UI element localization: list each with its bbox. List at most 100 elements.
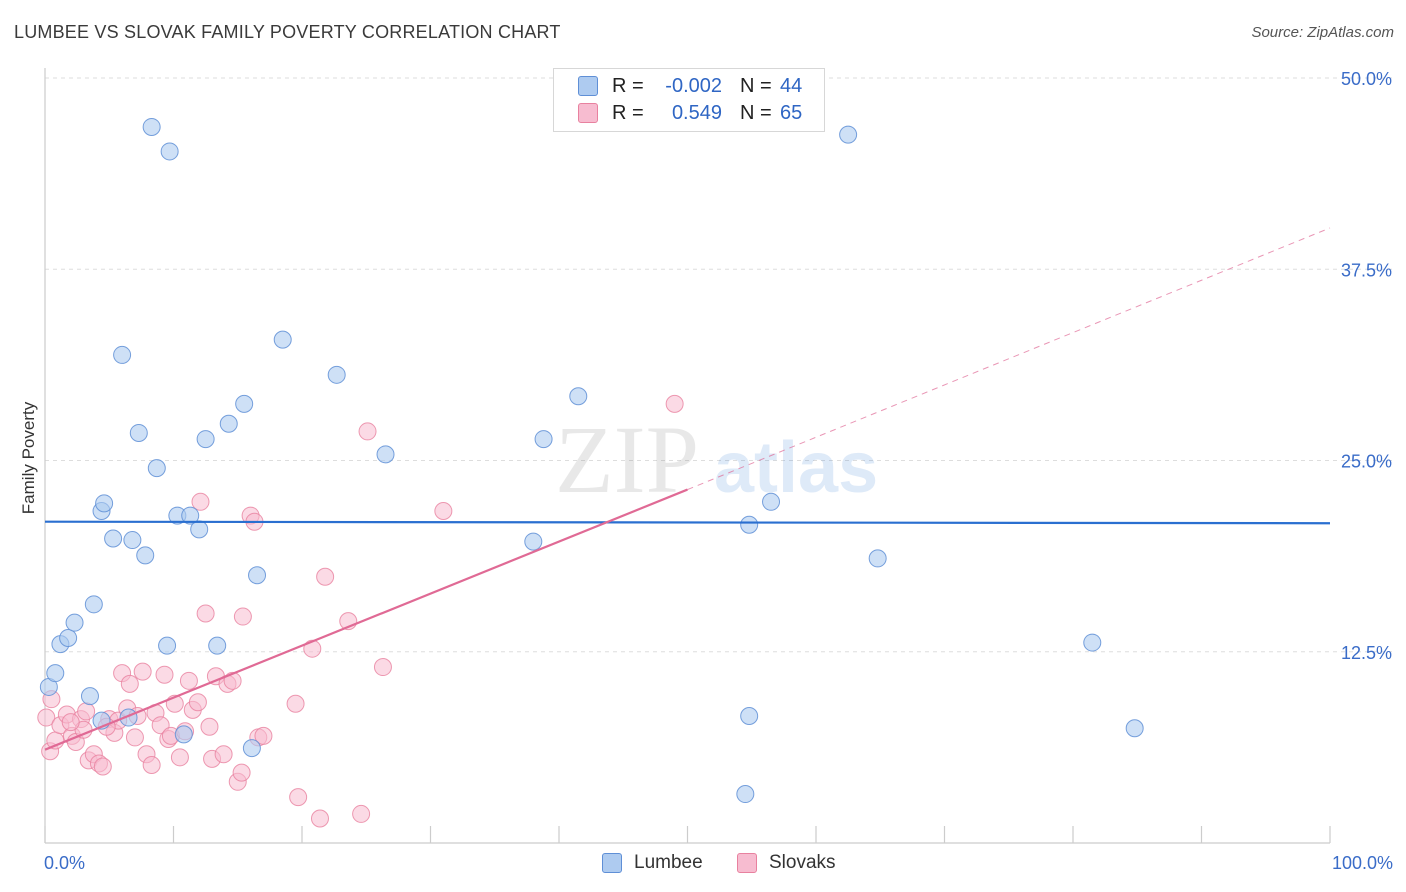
lumbee-point [95,494,114,513]
slovaks-point [289,788,308,807]
slovaks-point [434,501,453,520]
slovaks-trend-line [44,488,688,751]
legend-label-slovaks: Slovaks [769,852,836,873]
lumbee-point [273,330,292,349]
lumbee-point [142,117,161,136]
slovaks-point [232,763,251,782]
slovaks-point [77,702,96,721]
lumbee-point [740,515,759,534]
lumbee-point [1083,633,1102,652]
lumbee-point [113,345,132,364]
slovaks-point [358,422,377,441]
slovaks-point [133,662,152,681]
lumbee-point [65,613,84,632]
lumbee-point [84,595,103,614]
lumbee-point [129,423,148,442]
slovaks-point [200,717,219,736]
legend-item-lumbee[interactable]: Lumbee [602,852,703,874]
lumbee-point [376,445,395,464]
source-note: Source: ZipAtlas.com [1251,24,1394,41]
r-label: R = [612,101,644,124]
slovaks-swatch [578,103,598,123]
slovaks-point [316,567,335,586]
slovaks-point [170,748,189,767]
slovaks-point [191,492,210,511]
tick-labels: 12.5% 25.0% 37.5% 50.0% 0.0% 100.0% [44,69,1393,873]
r-label: R = [612,74,644,97]
y-tick-label: 50.0% [1341,69,1392,89]
lumbee-point [80,687,99,706]
slovaks-point [254,726,273,745]
lumbee-point [762,492,781,511]
y-axis-title: Family Poverty [19,401,38,514]
slovaks-trend-extension [687,227,1331,491]
x-tick-label: 0.0% [44,853,85,873]
lumbee-point [534,430,553,449]
slovaks-point [310,809,329,828]
y-tick-label: 25.0% [1341,452,1392,472]
slovaks-point [188,693,207,712]
slovaks-point [61,713,80,732]
lumbee-point [327,365,346,384]
lumbee-point [158,636,177,655]
lumbee-point [1125,719,1144,738]
lumbee-point [524,532,543,551]
lumbee-point [242,739,261,758]
y-tick-label: 12.5% [1341,643,1392,663]
lumbee-swatch [602,853,622,873]
slovaks-point [214,745,233,764]
lumbee-point [736,785,755,804]
slovaks-point [196,604,215,623]
lumbee-point [868,549,887,568]
slovaks-point [155,665,174,684]
slovaks-point [286,694,305,713]
slovaks-point [233,607,252,626]
y-tick-label: 37.5% [1341,260,1392,280]
lumbee-point [196,430,215,449]
watermark: ZIP atlas [555,406,878,513]
slovaks-point [303,639,322,658]
watermark-zip: ZIP [555,406,699,513]
lumbee-point [248,566,267,585]
lumbee-point [235,394,254,413]
lumbee-swatch [578,76,598,96]
chart-title: LUMBEE VS SLOVAK FAMILY POVERTY CORRELAT… [14,22,561,42]
legend-item-slovaks[interactable]: Slovaks [737,852,836,874]
slovaks-swatch [737,853,757,873]
watermark-atlas: atlas [714,428,878,508]
n-value: 65 [780,101,803,124]
lumbee-trend-line [44,520,1331,525]
lumbee-point [59,628,78,647]
lumbee-point [123,531,142,550]
r-value: -0.002 [665,74,722,97]
lumbee-point [46,664,65,683]
n-value: 44 [780,74,803,97]
legend-row-slovaks: R = 0.549 N = 65 [578,100,802,126]
n-label: N = [740,101,772,124]
lumbee-point [147,459,166,478]
trend-lines [44,227,1331,751]
n-label: N = [740,74,772,97]
lumbee-point [174,725,193,744]
slovaks-point [665,394,684,413]
lumbee-point [160,142,179,161]
lumbee-point [208,636,227,655]
lumbee-point [136,546,155,565]
slovaks-point [37,708,56,727]
slovaks-point [142,755,161,774]
lumbee-point [104,529,123,548]
correlation-legend: R = -0.002 N = 44 R = 0.549 N = 65 [553,68,825,132]
lumbee-point [190,520,209,539]
legend-label-lumbee: Lumbee [634,852,703,873]
slovaks-point [93,757,112,776]
lumbee-point [569,387,588,406]
slovaks-point [352,804,371,823]
legend-row-lumbee: R = -0.002 N = 44 [578,73,802,99]
lumbee-point [219,414,238,433]
lumbee-point [181,506,200,525]
slovaks-point [120,674,139,693]
slovaks-point [373,658,392,677]
gridlines [45,77,1392,653]
r-value: 0.549 [671,101,722,124]
